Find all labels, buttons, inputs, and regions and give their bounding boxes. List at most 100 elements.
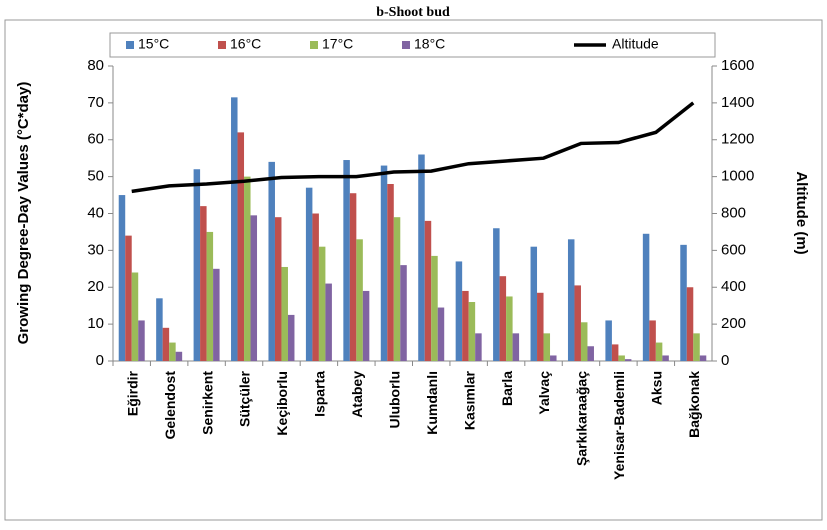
bar <box>699 355 707 361</box>
y-axis-title: Growing Degree-Day Values (°C*day) <box>15 82 32 345</box>
y-tick-label: 30 <box>87 241 104 258</box>
bar <box>530 246 538 361</box>
y2-tick-label: 800 <box>721 204 746 221</box>
x-tick-label: Isparta <box>312 371 328 417</box>
legend-swatch <box>126 41 134 49</box>
bar <box>200 206 207 361</box>
legend-swatch <box>218 41 226 49</box>
legend-label: 17°C <box>322 36 353 52</box>
bar <box>312 213 319 361</box>
bar <box>462 290 469 361</box>
x-tick-label: Kasımlar <box>461 370 477 430</box>
x-tick-label: Uluborlu <box>386 371 402 429</box>
bar <box>175 351 183 361</box>
legend-label: 18°C <box>414 36 445 52</box>
bar <box>156 298 163 361</box>
x-tick-label: Barla <box>499 371 515 406</box>
bar <box>618 355 625 361</box>
y2-tick-label: 600 <box>721 241 746 258</box>
bar <box>493 228 500 361</box>
bar <box>693 333 700 361</box>
y2-tick-label: 0 <box>721 352 729 369</box>
y-tick-label: 80 <box>87 57 104 74</box>
y2-tick-label: 200 <box>721 315 746 332</box>
bar <box>580 322 588 361</box>
bar <box>325 283 332 361</box>
bar <box>237 132 245 361</box>
bar <box>499 276 507 361</box>
bar <box>393 217 401 361</box>
x-tick-label: Atabey <box>349 371 365 418</box>
x-tick-label: Senirkent <box>199 371 215 435</box>
x-tick-label: Sütçüler <box>237 370 253 427</box>
y-tick-label: 40 <box>87 204 104 221</box>
x-tick-label: Aksu <box>649 371 665 405</box>
x-tick-label: Eğirdir <box>124 370 140 416</box>
bar <box>318 246 326 361</box>
bar <box>349 193 357 361</box>
bar <box>131 272 139 361</box>
bar <box>655 342 663 361</box>
bar <box>244 176 251 361</box>
bar <box>231 97 238 361</box>
bar <box>537 292 544 361</box>
bar <box>475 333 482 361</box>
legend-swatch <box>402 41 410 49</box>
bar <box>356 239 363 361</box>
y2-tick-label: 1400 <box>721 94 754 111</box>
bar <box>455 261 463 361</box>
bar <box>287 314 295 361</box>
bar <box>437 307 445 361</box>
y-tick-label: 10 <box>87 315 104 332</box>
x-tick-label: Kumdanlı <box>424 371 440 435</box>
bar <box>680 244 687 361</box>
x-tick-label: Yenisar-Bademli <box>611 371 627 480</box>
bar <box>649 320 656 361</box>
x-tick-label: Şarkıkaraağaç <box>574 371 590 466</box>
bar <box>642 233 650 361</box>
bar <box>343 160 350 361</box>
legend-box <box>109 32 716 58</box>
bar <box>206 231 214 361</box>
bar <box>605 320 612 361</box>
bar <box>624 359 632 361</box>
y-tick-label: 60 <box>87 131 104 148</box>
bar <box>424 220 432 361</box>
bar <box>118 195 126 361</box>
bar <box>550 355 557 361</box>
bar <box>574 285 581 361</box>
legend-label: 16°C <box>230 36 261 52</box>
bar <box>162 327 170 361</box>
bar <box>512 333 520 361</box>
bar <box>611 344 619 361</box>
x-tick-label: Keçiborlu <box>274 371 290 436</box>
bar <box>387 184 394 361</box>
line <box>131 101 695 194</box>
y-tick-label: 0 <box>96 352 104 369</box>
bar <box>662 355 669 361</box>
bar <box>213 268 220 361</box>
bar <box>281 266 288 361</box>
legend-swatch <box>310 41 318 49</box>
legend-label: 15°C <box>138 36 169 52</box>
bar <box>274 217 282 361</box>
x-tick-label: Bağkonak <box>686 371 702 438</box>
y-tick-label: 70 <box>87 94 104 111</box>
bar <box>567 239 575 361</box>
chart-title: b-Shoot bud <box>376 5 450 20</box>
bar <box>193 169 201 361</box>
y2-tick-label: 1200 <box>721 131 754 148</box>
x-tick-label: Gelendost <box>162 371 178 440</box>
bar <box>125 235 132 361</box>
bar <box>431 255 438 361</box>
bar <box>400 265 407 361</box>
bar <box>169 342 176 361</box>
bar <box>506 296 513 361</box>
bar <box>305 187 313 361</box>
bar <box>543 333 551 361</box>
y-tick-label: 20 <box>87 278 104 295</box>
bar <box>362 290 370 361</box>
bar <box>418 154 425 361</box>
bar <box>250 215 258 361</box>
